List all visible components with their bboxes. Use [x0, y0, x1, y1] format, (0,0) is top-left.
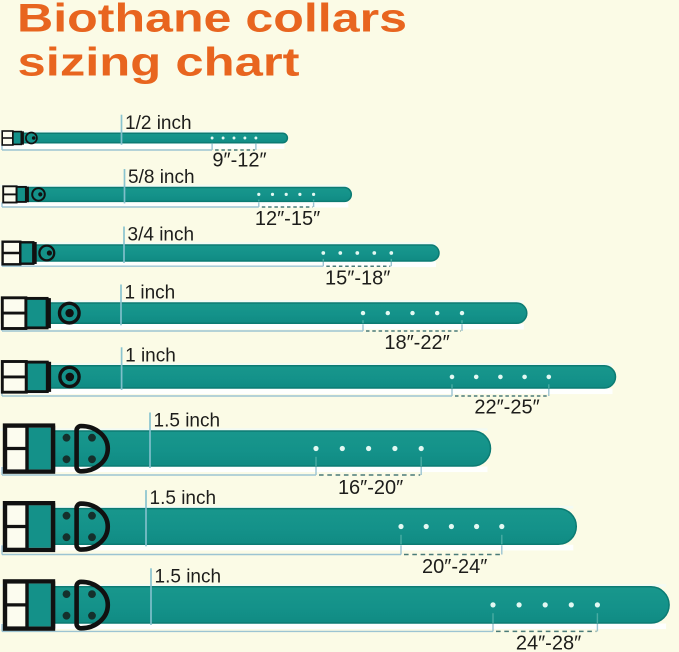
- svg-text:5/8 inch: 5/8 inch: [128, 167, 195, 188]
- svg-text:16″-20″: 16″-20″: [338, 477, 403, 499]
- svg-text:15″-18″: 15″-18″: [325, 267, 390, 289]
- svg-text:1 inch: 1 inch: [125, 345, 176, 366]
- svg-text:1.5 inch: 1.5 inch: [154, 411, 221, 432]
- svg-text:20″-24″: 20″-24″: [422, 556, 487, 578]
- svg-text:24″-28″: 24″-28″: [516, 633, 581, 652]
- svg-text:Biothane collars: Biothane collars: [17, 0, 407, 41]
- svg-text:1.5 inch: 1.5 inch: [150, 488, 217, 509]
- svg-text:1 inch: 1 inch: [125, 283, 176, 304]
- svg-text:18″-22″: 18″-22″: [384, 332, 449, 354]
- svg-text:1.5 inch: 1.5 inch: [155, 566, 222, 587]
- svg-text:9″-12″: 9″-12″: [212, 150, 266, 172]
- svg-text:1/2 inch: 1/2 inch: [125, 113, 192, 134]
- svg-text:22″-25″: 22″-25″: [474, 397, 539, 419]
- svg-text:12″-15″: 12″-15″: [255, 208, 320, 230]
- svg-text:sizing chart: sizing chart: [18, 40, 300, 84]
- svg-text:3/4 inch: 3/4 inch: [128, 225, 195, 246]
